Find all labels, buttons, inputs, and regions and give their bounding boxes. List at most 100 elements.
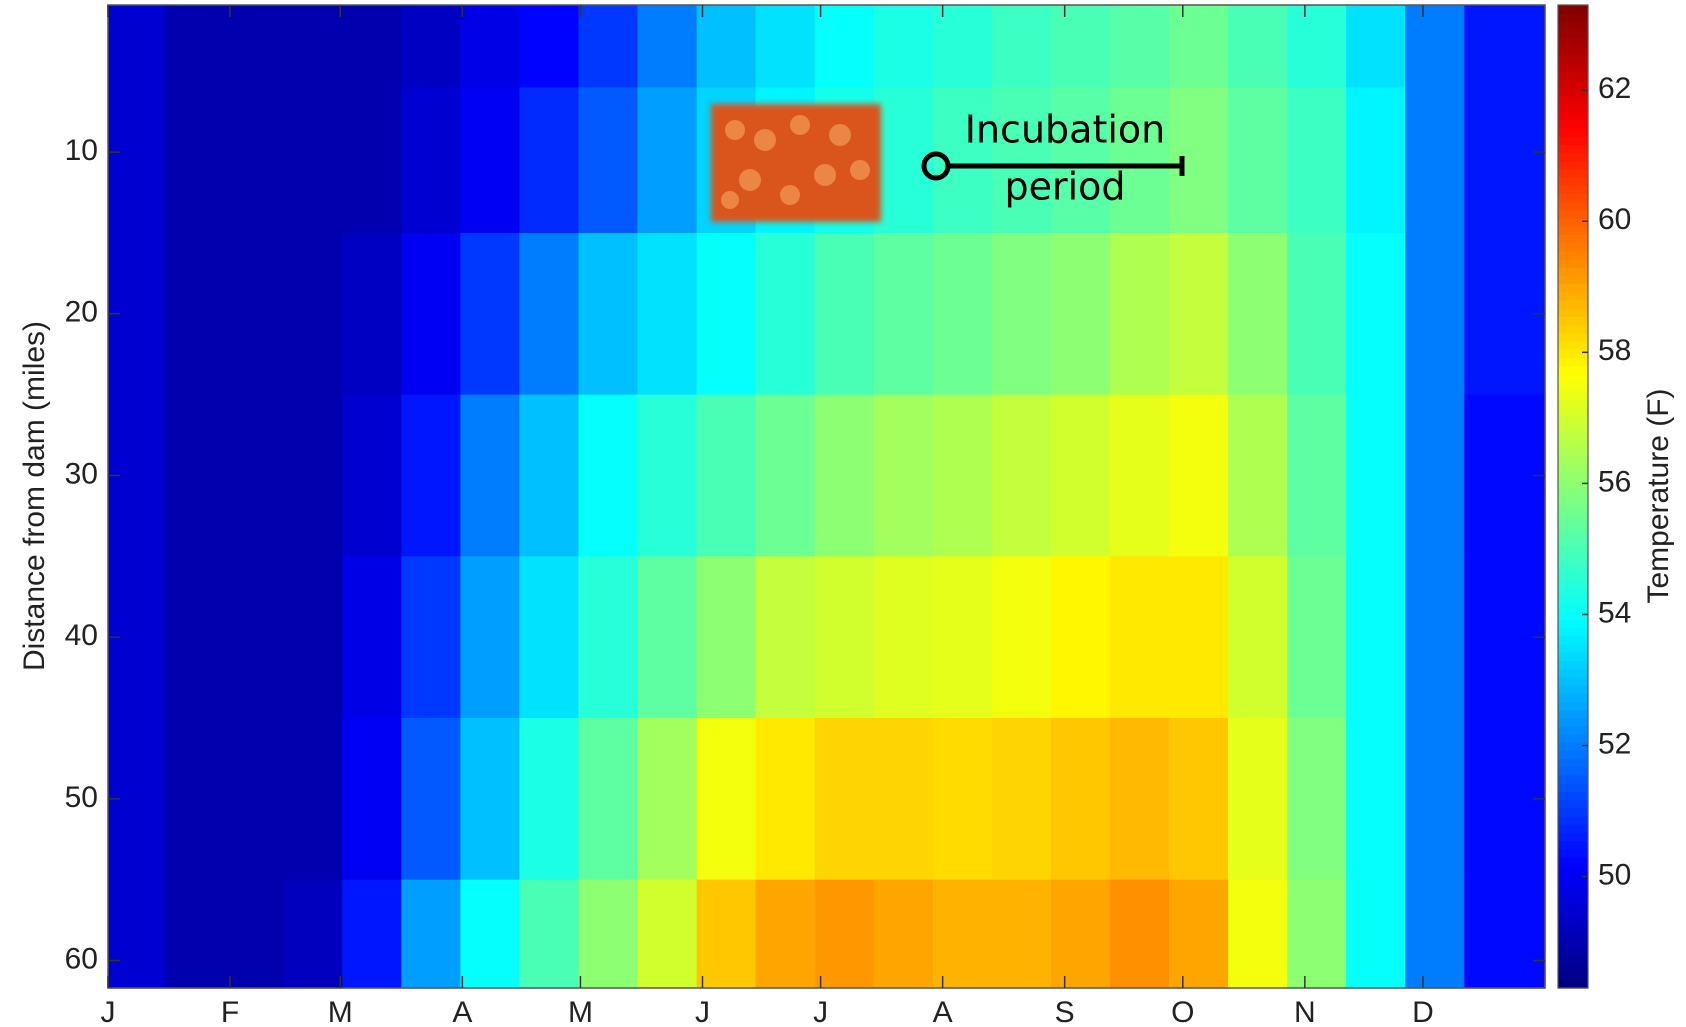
colorbar-step xyxy=(1558,357,1588,367)
y-axis-label: Distance from dam (miles) xyxy=(18,321,51,671)
heat-cell xyxy=(814,556,875,719)
heat-cell xyxy=(1109,394,1170,557)
colorbar-step xyxy=(1558,144,1588,154)
colorbar-tick-label: 56 xyxy=(1598,465,1631,498)
heat-cell xyxy=(1464,232,1546,396)
colorbar-step xyxy=(1558,381,1588,391)
x-tick-label: S xyxy=(1055,996,1075,1027)
colorbar-step xyxy=(1558,889,1588,899)
heat-cell xyxy=(342,394,402,557)
heat-cell xyxy=(1287,717,1347,881)
colorbar-step xyxy=(1558,947,1588,956)
heat-cell xyxy=(578,232,639,396)
colorbar-tick-label: 62 xyxy=(1598,72,1631,105)
colorbar-step xyxy=(1558,873,1588,883)
heat-cell xyxy=(1346,87,1406,234)
heat-cell xyxy=(1109,556,1170,719)
colorbar-step xyxy=(1558,21,1588,31)
heat-cell xyxy=(1346,232,1406,396)
heat-cell xyxy=(165,717,225,881)
colorbar-step xyxy=(1558,480,1588,489)
colorbar-frame xyxy=(1557,4,1589,989)
heat-cell xyxy=(991,717,1052,881)
heat-cell xyxy=(519,5,580,89)
heat-cell xyxy=(1287,556,1347,719)
heat-cell xyxy=(873,556,934,719)
colorbar-step xyxy=(1558,340,1588,350)
heat-cell xyxy=(1405,87,1465,234)
heat-cell xyxy=(696,879,757,989)
heat-cell xyxy=(932,5,993,89)
heat-cell xyxy=(578,717,639,881)
heat-cell xyxy=(460,717,521,881)
colorbar-step xyxy=(1558,29,1588,39)
heat-cell xyxy=(578,394,639,557)
colorbar-step xyxy=(1558,840,1588,850)
colorbar-step xyxy=(1558,447,1588,457)
heat-cell xyxy=(637,394,698,557)
colorbar-step xyxy=(1558,152,1588,162)
colorbar-step xyxy=(1558,250,1588,260)
colorbar-step xyxy=(1558,979,1588,989)
colorbar-step xyxy=(1558,439,1588,448)
heat-cell xyxy=(991,5,1052,89)
eggs xyxy=(721,115,870,209)
colorbar-step xyxy=(1558,103,1588,113)
heat-cell xyxy=(165,879,225,989)
heat-cell xyxy=(1109,232,1170,396)
x-tick-label: O xyxy=(1171,996,1194,1027)
colorbar-step xyxy=(1558,897,1588,907)
heat-cell xyxy=(873,232,934,396)
colorbar-step xyxy=(1558,37,1588,47)
heat-cell xyxy=(873,5,934,89)
heat-cell xyxy=(873,394,934,557)
colorbar-step xyxy=(1558,373,1588,383)
heat-cell xyxy=(696,5,757,89)
colorbar-step xyxy=(1558,611,1588,620)
heat-cell xyxy=(224,394,284,557)
colorbar-step xyxy=(1558,324,1588,334)
heat-cell xyxy=(637,879,698,989)
heat-cell xyxy=(401,5,461,89)
colorbar-step xyxy=(1558,111,1588,121)
colorbar-step xyxy=(1558,865,1588,874)
heat-cell xyxy=(1346,717,1406,881)
heat-cell xyxy=(1169,879,1229,989)
heat-cell xyxy=(755,232,816,396)
heat-cell xyxy=(1405,232,1465,396)
heat-cell xyxy=(108,87,166,234)
heat-cell xyxy=(932,717,993,881)
heat-cell xyxy=(991,232,1052,396)
colorbar-step xyxy=(1558,13,1588,22)
colorbar-step xyxy=(1558,701,1588,711)
colorbar-step xyxy=(1558,586,1588,596)
heat-cell xyxy=(1405,556,1465,719)
colorbar-step xyxy=(1558,766,1588,776)
x-tick-label: J xyxy=(813,996,828,1027)
annotation-line: Incubation xyxy=(965,108,1165,152)
colorbar-step xyxy=(1558,537,1588,547)
heat-cell xyxy=(1050,394,1111,557)
heat-cell xyxy=(814,394,875,557)
colorbar-step xyxy=(1558,267,1588,276)
heat-cell xyxy=(1109,879,1170,989)
heat-cell xyxy=(1109,717,1170,881)
x-tick-label: M xyxy=(568,996,593,1027)
heat-cell xyxy=(1287,232,1347,396)
colorbar-step xyxy=(1558,856,1588,866)
heat-cell xyxy=(696,556,757,719)
colorbar-step xyxy=(1558,127,1588,137)
colorbar-step xyxy=(1558,602,1588,612)
heat-cell xyxy=(224,232,284,396)
colorbar-step xyxy=(1558,299,1588,309)
x-tick-label: J xyxy=(695,996,710,1027)
colorbar-tick-label: 50 xyxy=(1598,859,1631,892)
heat-cell xyxy=(224,87,284,234)
heat-cell xyxy=(283,232,343,396)
heat-cell xyxy=(991,87,1052,234)
heat-cell xyxy=(1464,5,1546,89)
colorbar-step xyxy=(1558,783,1588,792)
heat-cell xyxy=(1346,5,1406,89)
